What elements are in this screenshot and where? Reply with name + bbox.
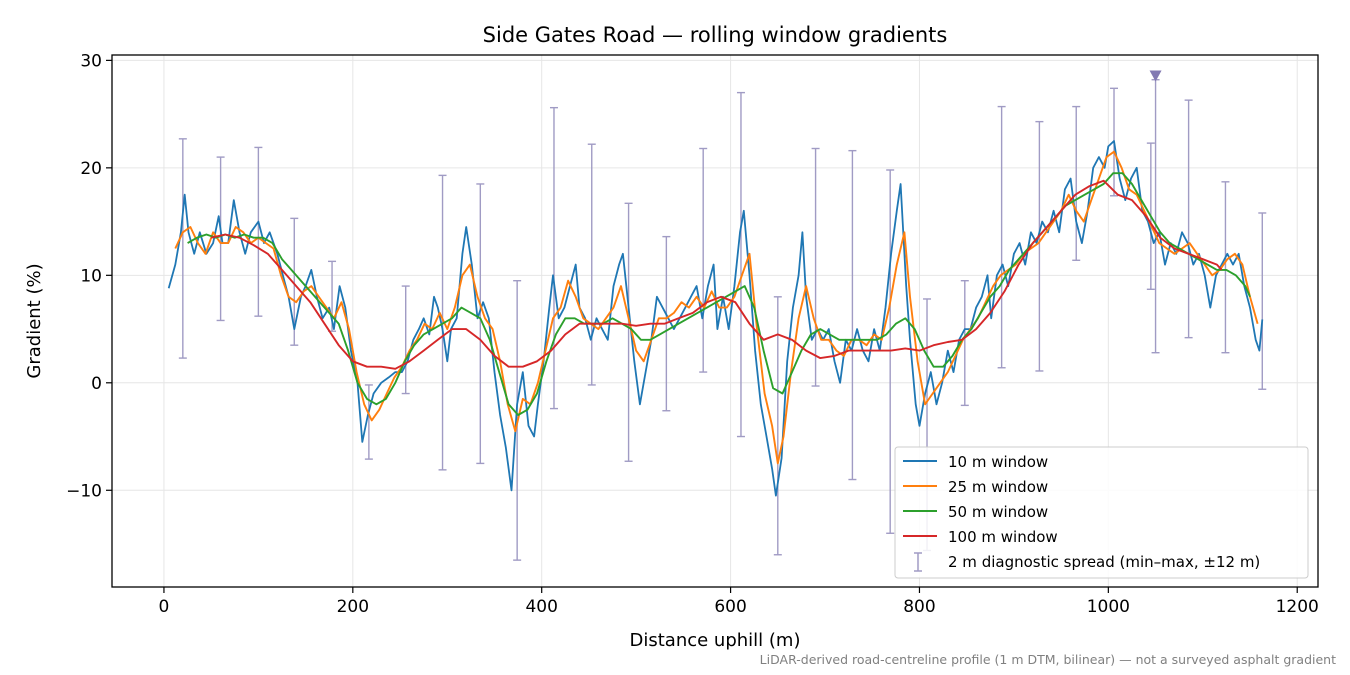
x-tick-label: 0 xyxy=(159,597,170,617)
diagnostic-spread-bar xyxy=(254,146,263,317)
y-axis-ticks: −10 0 10 20 30 xyxy=(66,51,112,501)
x-tick-label: 400 xyxy=(525,597,557,617)
series-lines xyxy=(167,140,1264,497)
diagnostic-spread-bar xyxy=(997,105,1006,369)
x-tick-label: 1200 xyxy=(1276,597,1319,617)
diagnostic-spread-bar xyxy=(624,202,633,462)
y-axis-title: Gradient (%) xyxy=(24,263,45,378)
diagnostic-spread-bar xyxy=(476,183,485,465)
series-line-100-m-window xyxy=(210,179,1223,370)
series-line-25-m-window xyxy=(174,150,1259,465)
series-line-10-m-window xyxy=(167,140,1264,497)
diagnostic-spread-bar xyxy=(1258,212,1267,390)
footnote: LiDAR-derived road-centreline profile (1… xyxy=(760,652,1336,667)
diagnostic-spread-bar xyxy=(401,285,410,395)
y-tick-label: 10 xyxy=(80,266,102,286)
diagnostic-spread-bar xyxy=(549,106,558,410)
diagnostic-spread-bar xyxy=(960,279,969,407)
legend-label-10m: 10 m window xyxy=(948,453,1048,471)
diagnostic-spread-bar xyxy=(1035,120,1044,372)
diagnostic-spread-bar xyxy=(216,156,225,322)
series-line-50-m-window xyxy=(187,172,1251,416)
plot-frame xyxy=(111,54,1319,588)
diagnostic-spread-bar xyxy=(886,169,895,534)
legend-label-100m: 100 m window xyxy=(948,528,1058,546)
y-tick-label: 0 xyxy=(91,374,102,394)
y-tick-label: −10 xyxy=(66,481,102,501)
x-tick-label: 1000 xyxy=(1087,597,1130,617)
diagnostic-spread-bar xyxy=(773,296,782,556)
x-tick-label: 800 xyxy=(903,597,935,617)
legend-label-50m: 50 m window xyxy=(948,503,1048,521)
diagnostic-spread-bar xyxy=(848,149,857,481)
y-tick-label: 20 xyxy=(80,159,102,179)
legend-label-25m: 25 m window xyxy=(948,478,1048,496)
diagnostic-spread-bar xyxy=(736,91,745,438)
diagnostic-spread-bar xyxy=(587,143,596,386)
diagnostic-spread-bar xyxy=(364,384,373,460)
diagnostic-spread-bars xyxy=(178,70,1267,561)
x-tick-label: 200 xyxy=(337,597,369,617)
diagnostic-spread-bar xyxy=(811,147,820,387)
diagnostic-spread-bar xyxy=(699,147,708,373)
legend-swatch-spread xyxy=(914,552,922,572)
y-tick-label: 30 xyxy=(80,51,102,71)
diagnostic-spread-bar xyxy=(1072,105,1081,261)
diagnostic-spread-bar xyxy=(1184,99,1193,339)
legend-box xyxy=(894,446,1309,579)
x-tick-label: 600 xyxy=(714,597,746,617)
legend: 10 m window 25 m window 50 m window 100 … xyxy=(894,446,1309,579)
x-axis-title: Distance uphill (m) xyxy=(630,630,801,651)
diagnostic-spread-bar xyxy=(1221,181,1230,354)
diagnostic-spread-bar xyxy=(178,138,187,359)
spread-marker-triangle xyxy=(1149,70,1162,82)
x-axis-ticks: 0 200 400 600 800 1000 1200 xyxy=(159,587,1319,617)
chart-title: Side Gates Road — rolling window gradien… xyxy=(483,23,948,47)
legend-label-spread: 2 m diagnostic spread (min–max, ±12 m) xyxy=(948,553,1260,571)
